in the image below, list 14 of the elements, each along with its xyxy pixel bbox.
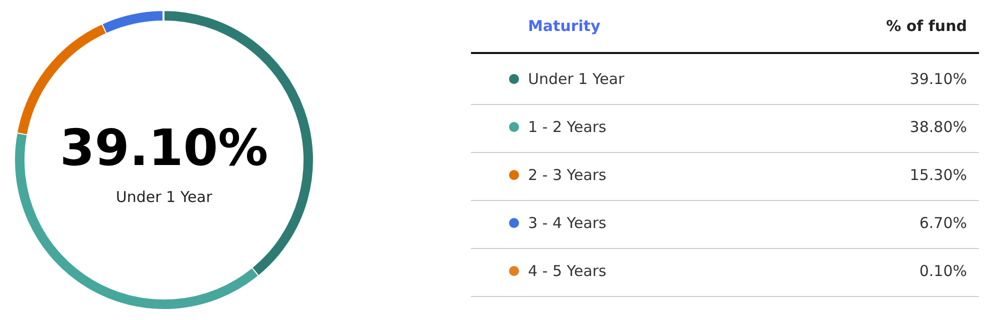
- legend-label: 4 - 5 Years: [528, 262, 607, 280]
- legend-label: 1 - 2 Years: [528, 118, 607, 136]
- legend-label: 3 - 4 Years: [528, 214, 607, 232]
- legend-title: Maturity: [528, 16, 601, 35]
- data-label: 38.80%: [910, 118, 967, 136]
- legend-label: 2 - 3 Years: [528, 166, 607, 184]
- data-label: 6.70%: [919, 214, 967, 232]
- legend-label: Under 1 Year: [528, 70, 626, 88]
- text: % of fund: [886, 16, 967, 35]
- text: 39.10%: [60, 118, 268, 177]
- data-label: 39.10%: [910, 70, 967, 88]
- data-label: 0.10%: [919, 262, 967, 280]
- text: Under 1 Year: [116, 188, 213, 206]
- data-label: 15.30%: [910, 166, 967, 184]
